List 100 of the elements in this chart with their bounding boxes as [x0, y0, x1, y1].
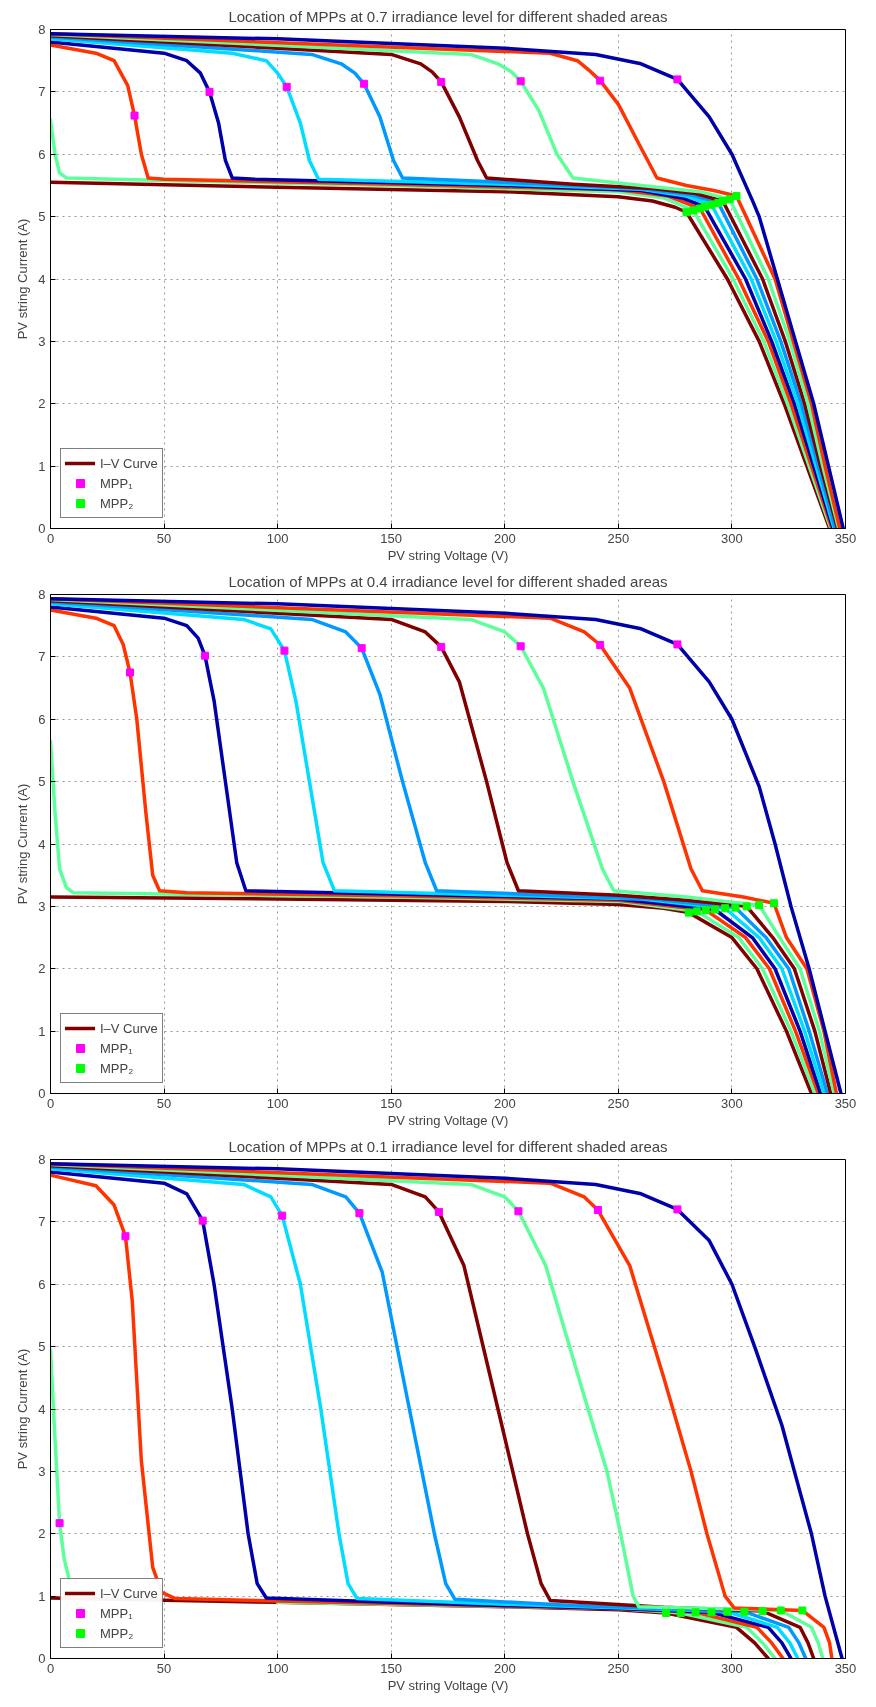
legend-label: MPP₁: [100, 1605, 133, 1621]
point: [359, 79, 368, 88]
y-tick-label: 3: [38, 1463, 46, 1479]
point: [55, 1519, 64, 1528]
y-tick-label: 3: [38, 333, 46, 349]
y-tick-label: 4: [38, 271, 46, 287]
point: [355, 1209, 364, 1218]
y-tick-label: 6: [38, 711, 46, 727]
y-tick-label: 2: [38, 396, 46, 412]
point: [437, 642, 446, 651]
x-tick-label: 300: [721, 530, 743, 546]
y-tick-label: 1: [38, 458, 46, 474]
point: [593, 1206, 602, 1215]
x-tick-label: 100: [266, 1660, 289, 1676]
y-tick-label: 6: [38, 1276, 46, 1292]
point: [126, 668, 134, 677]
point: [700, 202, 709, 211]
y-tick-label: 4: [38, 836, 46, 852]
y-tick-label: 2: [38, 1526, 46, 1542]
point: [723, 1607, 732, 1616]
x-tick-label: 250: [607, 1660, 630, 1676]
x-tick-label: 150: [380, 1095, 403, 1111]
x-tick-label: 100: [266, 1095, 289, 1111]
x-tick-label: 150: [380, 1660, 403, 1676]
x-tick-label: 200: [493, 1660, 516, 1676]
line-series: [50, 180, 832, 529]
y-tick-label: 6: [38, 146, 46, 162]
y-axis-title: PV string Current (A): [15, 1348, 31, 1470]
x-tick-label: 50: [156, 530, 172, 546]
x-tick-label: 200: [493, 530, 516, 546]
x-tick-label: 150: [380, 530, 403, 546]
point: [596, 641, 605, 650]
point: [692, 907, 701, 916]
x-tick-label: 300: [721, 1095, 743, 1111]
point: [434, 1207, 443, 1216]
point: [684, 908, 693, 917]
point: [710, 905, 719, 914]
point: [718, 197, 727, 206]
point: [676, 1608, 685, 1617]
point: [130, 111, 139, 120]
x-tick-label: 200: [493, 1095, 516, 1111]
point: [682, 208, 691, 217]
point: [755, 901, 764, 910]
point: [121, 1232, 130, 1241]
point: [691, 1608, 700, 1617]
x-tick-label: 50: [156, 1095, 172, 1111]
y-tick-label: 5: [38, 209, 46, 225]
legend-label: I–V Curve: [100, 1020, 158, 1036]
point: [798, 1606, 807, 1615]
y-tick-label: 7: [38, 1214, 46, 1230]
y-axis-title: PV string Current (A): [15, 783, 31, 905]
point: [662, 1608, 671, 1617]
point: [740, 1607, 749, 1616]
y-tick-label: 7: [38, 649, 46, 665]
point: [278, 1211, 287, 1220]
legend-label: MPP₁: [100, 1040, 133, 1056]
point: [673, 75, 682, 84]
y-tick-label: 2: [38, 961, 46, 977]
legend-label: I–V Curve: [100, 1585, 158, 1601]
point: [596, 76, 605, 85]
point: [673, 1205, 682, 1214]
legend-label: MPP₂: [100, 495, 134, 511]
x-tick-label: 50: [156, 1660, 172, 1676]
y-tick-label: 5: [38, 1339, 46, 1355]
x-tick-label: 350: [834, 530, 857, 546]
point: [282, 82, 291, 91]
y-tick-label: 3: [38, 898, 46, 914]
x-tick-label: 350: [834, 1660, 857, 1676]
y-tick-label: 7: [38, 84, 46, 100]
y-tick-label: 1: [38, 1588, 46, 1604]
y-tick-label: 8: [38, 1152, 46, 1167]
point: [742, 902, 751, 911]
y-axis-title: PV string Current (A): [15, 218, 31, 340]
point: [673, 640, 682, 649]
point: [200, 651, 209, 660]
point: [758, 1607, 767, 1616]
legend-label: MPP₂: [100, 1625, 134, 1641]
legend-label: MPP₁: [100, 475, 133, 491]
point: [514, 1207, 523, 1216]
x-axis-title: PV string Voltage (V): [387, 547, 509, 563]
chart-title: Location of MPPs at 0.1 irradiance level for different shaded areas: [228, 1137, 668, 1155]
x-axis-title: PV string Voltage (V): [387, 1112, 509, 1128]
chart-title: Location of MPPs at 0.7 irradiance level for different shaded areas: [228, 7, 668, 25]
x-axis-title: PV string Voltage (V): [387, 1677, 509, 1693]
point: [721, 904, 730, 913]
point: [701, 906, 710, 915]
point: [707, 1608, 716, 1617]
y-tick-label: 1: [38, 1023, 46, 1039]
y-tick-label: 8: [38, 22, 46, 37]
point: [769, 899, 778, 908]
x-tick-label: 350: [834, 1095, 857, 1111]
point: [776, 1606, 785, 1615]
legend-label: I–V Curve: [100, 455, 158, 471]
legend-label: MPP₂: [100, 1060, 134, 1076]
point: [516, 642, 525, 651]
chart-title: Location of MPPs at 0.4 irradiance level for different shaded areas: [228, 572, 668, 590]
point: [437, 77, 446, 86]
y-tick-label: 8: [38, 587, 46, 602]
point: [516, 77, 525, 86]
point: [732, 192, 741, 201]
